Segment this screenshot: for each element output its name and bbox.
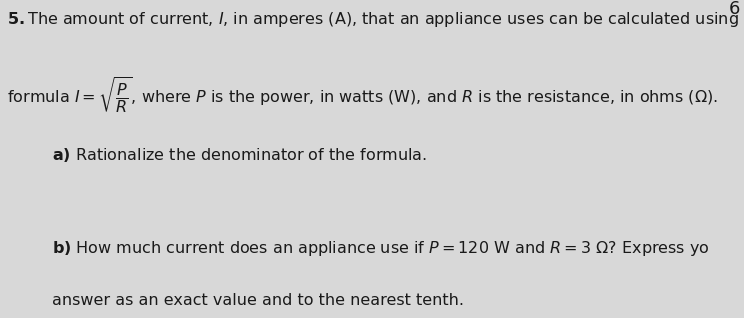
Text: $\bf{b)}$ How much current does an appliance use if $P = 120$ W and $R = 3\ \Ome: $\bf{b)}$ How much current does an appli… [52,238,710,258]
Text: 6: 6 [729,0,740,18]
Text: $\bf{5.}$The amount of current, $I$, in amperes (A), that an appliance uses can : $\bf{5.}$The amount of current, $I$, in … [7,10,744,29]
Text: answer as an exact value and to the nearest tenth.: answer as an exact value and to the near… [52,293,464,308]
Text: $\bf{a)}$ Rationalize the denominator of the formula.: $\bf{a)}$ Rationalize the denominator of… [52,146,427,164]
Text: formula $I = \sqrt{\dfrac{P}{R}}$, where $P$ is the power, in watts (W), and $R$: formula $I = \sqrt{\dfrac{P}{R}}$, where… [7,76,719,116]
